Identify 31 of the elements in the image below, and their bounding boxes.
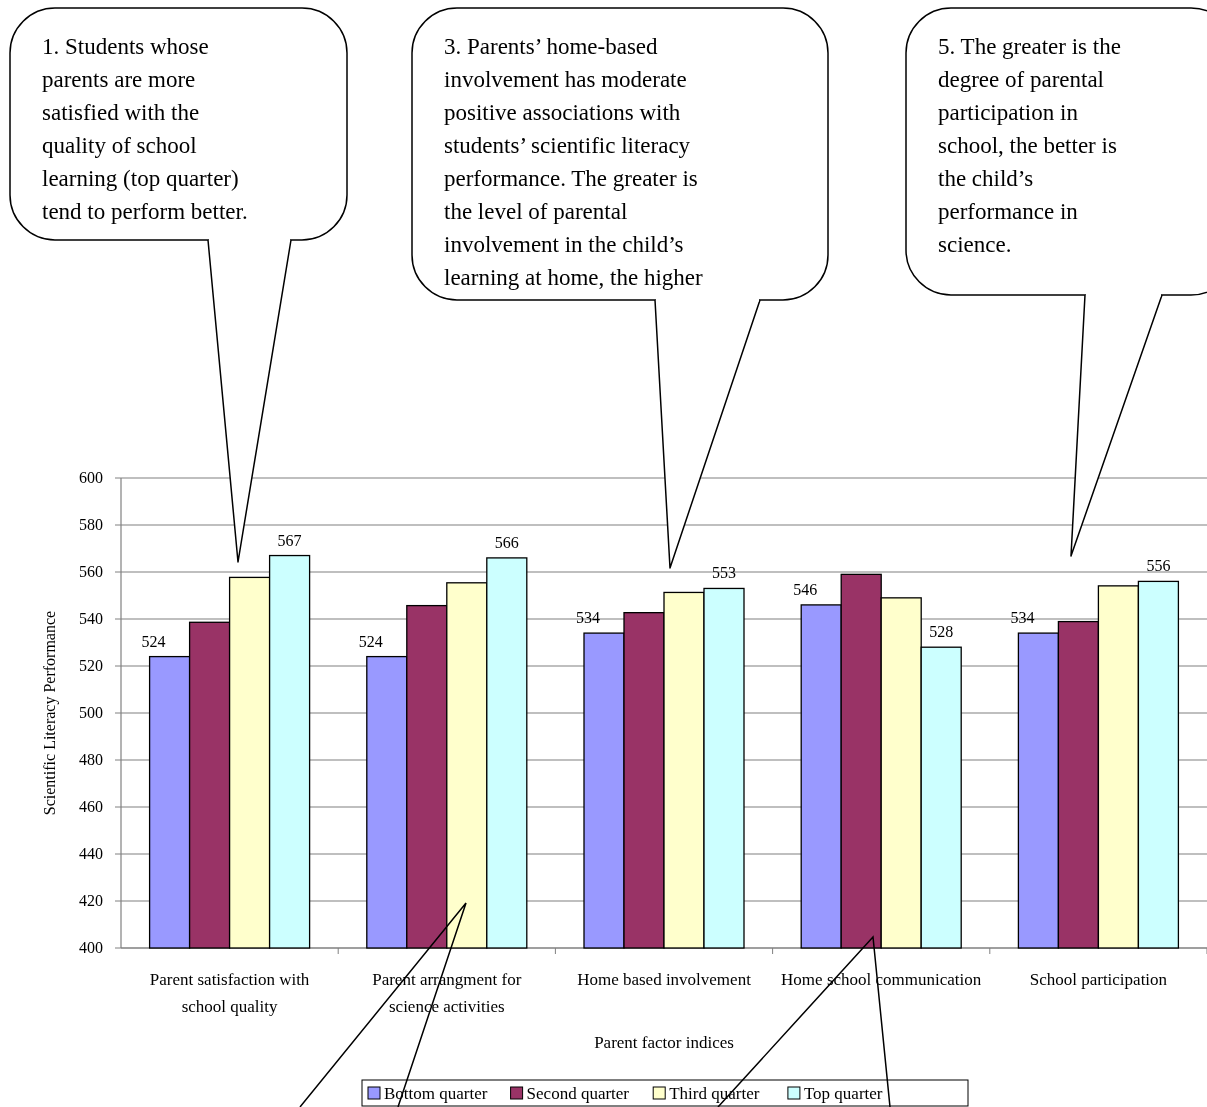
data-label: 556 [1146,557,1171,575]
legend-label: Top quarter [803,1084,883,1103]
y-tick-label: 580 [79,516,103,533]
x-tick-label: School participation [1029,970,1168,989]
y-tick-label: 500 [79,704,103,721]
data-label: 566 [494,533,519,551]
data-label: 528 [929,623,954,641]
x-tick-label: Parent satisfaction with school quality [149,970,310,1016]
data-label: 546 [793,580,818,598]
y-tick-label: 480 [79,751,103,768]
y-tick-label: 540 [79,610,103,627]
data-label: 553 [712,564,736,582]
x-axis-title: Parent factor indices [594,1033,734,1052]
y-tick-label: 520 [79,657,103,674]
y-tick-label: 600 [79,469,103,486]
data-label: 524 [358,632,383,650]
y-tick-label: 440 [79,845,103,862]
y-tick-label: 420 [79,892,103,909]
y-tick-label: 460 [79,798,103,815]
text: 1. Students whose parents are more satisfied with the quality of school learning (top quarter) tend to perform better. [42,34,248,224]
y-tick-label: 560 [79,563,103,580]
data-label: 524 [141,632,166,650]
legend-label: Second quarter [526,1084,630,1103]
data-label: 567 [277,531,302,549]
y-tick-label: 400 [79,939,103,956]
y-axis-title: Scientific Literacy Performance [41,610,59,816]
x-tick-label: Home based involvement [577,970,752,989]
text: 5. The greater is the degree of parental participation in school, the better is the child’s performance in science. [938,34,1121,257]
data-label: 534 [576,609,600,627]
data-label: 534 [1010,609,1035,627]
text: 3. Parents’ home-based involvement has moderate positive associations with students’ scientific literacy performance. The greater is the level of parental involvement in the child’s learning at home, the higher [444,34,703,290]
